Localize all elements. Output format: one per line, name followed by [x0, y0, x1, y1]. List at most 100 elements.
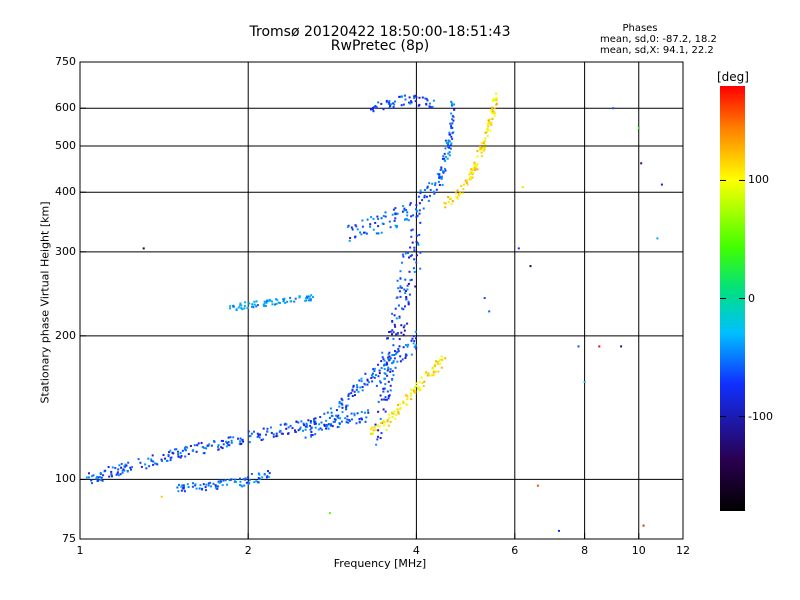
- data-point: [426, 185, 429, 188]
- data-point: [117, 474, 120, 477]
- data-point: [457, 193, 460, 196]
- data-point: [387, 380, 390, 383]
- data-point: [398, 345, 401, 348]
- data-point: [373, 426, 376, 429]
- data-point: [361, 389, 364, 392]
- data-point: [276, 434, 279, 437]
- data-point: [251, 303, 254, 306]
- data-point: [450, 100, 453, 103]
- colorbar-label: [deg]: [717, 70, 749, 84]
- data-point: [380, 398, 383, 401]
- data-point: [384, 215, 387, 218]
- data-point: [209, 481, 212, 484]
- data-point: [335, 414, 338, 417]
- data-point: [289, 300, 292, 303]
- data-point: [305, 424, 308, 427]
- data-point: [435, 188, 438, 191]
- data-point: [377, 232, 380, 235]
- data-point: [406, 403, 409, 406]
- data-point: [415, 208, 418, 211]
- data-point: [461, 192, 464, 195]
- chart-title: Tromsø 20120422 18:50:00-18:51:43: [249, 24, 511, 40]
- data-point: [150, 458, 153, 461]
- data-point: [453, 103, 456, 106]
- data-point: [263, 473, 266, 475]
- data-point: [379, 380, 381, 383]
- y-tick-label: 300: [55, 244, 76, 258]
- data-point: [275, 435, 278, 438]
- data-point: [433, 364, 436, 367]
- data-point: [428, 182, 431, 185]
- data-point: [91, 482, 93, 485]
- plot-background: [80, 62, 683, 539]
- data-point: [440, 168, 443, 171]
- data-point: [394, 325, 397, 328]
- data-point: [110, 473, 113, 476]
- data-point: [386, 390, 389, 393]
- data-point: [150, 459, 153, 462]
- data-point: [489, 129, 492, 132]
- data-point: [415, 347, 418, 350]
- data-point: [348, 420, 351, 422]
- data-point: [413, 340, 416, 342]
- data-point: [251, 305, 253, 308]
- data-point: [361, 219, 364, 222]
- data-point: [376, 424, 379, 427]
- data-point: [370, 428, 373, 431]
- data-point: [277, 301, 280, 304]
- data-point: [398, 316, 401, 319]
- data-point: [104, 469, 107, 472]
- data-point: [395, 353, 397, 356]
- data-point: [181, 449, 184, 452]
- data-point: [227, 441, 230, 444]
- data-point: [213, 440, 215, 443]
- data-point: [383, 398, 385, 401]
- data-point: [239, 440, 242, 443]
- data-point: [366, 379, 369, 382]
- data-point: [495, 103, 498, 106]
- data-point: [291, 427, 294, 430]
- data-point: [392, 344, 395, 347]
- data-point: [486, 134, 489, 137]
- data-point: [398, 403, 401, 406]
- data-point: [340, 397, 343, 400]
- data-point: [298, 295, 301, 298]
- data-point: [332, 420, 335, 423]
- data-point: [222, 440, 224, 442]
- data-point: [396, 212, 399, 215]
- data-point: [256, 436, 259, 438]
- data-point: [125, 464, 128, 467]
- colorbar-tick-label: 100: [748, 173, 769, 187]
- data-point: [120, 466, 123, 469]
- data-point: [446, 157, 449, 160]
- data-point: [169, 449, 172, 452]
- data-point: [391, 333, 393, 336]
- data-point: [409, 246, 412, 249]
- data-point: [338, 405, 341, 408]
- data-point: [311, 296, 314, 299]
- data-point: [447, 201, 450, 204]
- data-point: [325, 424, 328, 426]
- data-point: [394, 307, 397, 310]
- data-point: [383, 368, 386, 370]
- data-point: [391, 416, 394, 419]
- data-point: [419, 267, 422, 270]
- data-point: [319, 427, 322, 430]
- data-point: [380, 217, 383, 220]
- data-point: [329, 424, 332, 427]
- data-point: [372, 368, 375, 371]
- data-point: [184, 449, 187, 452]
- data-point: [367, 411, 370, 414]
- data-point: [474, 168, 477, 171]
- data-point: [438, 360, 441, 362]
- data-point: [378, 425, 381, 428]
- data-point: [387, 395, 390, 398]
- data-point: [443, 152, 446, 155]
- data-point: [145, 467, 148, 470]
- data-point: [389, 105, 392, 107]
- data-point: [377, 225, 380, 228]
- data-point: [375, 106, 378, 109]
- data-point: [207, 484, 210, 487]
- data-point: [285, 427, 288, 430]
- data-point: [434, 182, 437, 185]
